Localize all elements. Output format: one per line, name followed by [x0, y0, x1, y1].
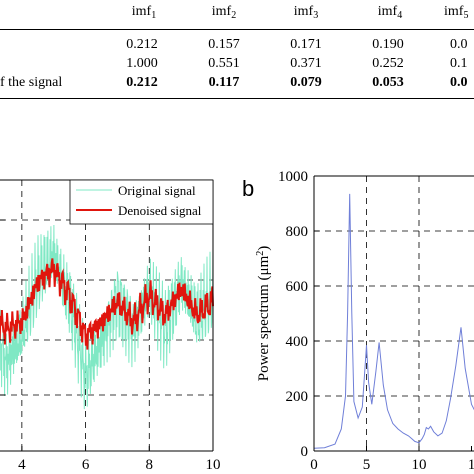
x-tick-label: 1: [468, 457, 474, 473]
table-cell: 1.000: [126, 56, 158, 71]
panel-b-chart: 0 200 400 600 800 1000 0 5 10 1 Power spectrum (μ…: [255, 169, 474, 473]
table-cell: 0.053: [372, 75, 404, 90]
legend-box: [69, 179, 214, 225]
table-cell: 0.079: [290, 75, 322, 90]
column-header-imf1: imf1: [131, 4, 157, 21]
column-header-imf4: imf4: [377, 4, 403, 21]
panel-a-chart: 4 6 8 10 Original signal Denoised signal: [0, 179, 221, 473]
table-header-row: imf1 imf2 imf3 imf4 imf5: [0, 4, 474, 22]
table-cell: 0.252: [372, 56, 404, 71]
y-tick-label: 600: [286, 279, 309, 295]
x-tick-label: 10: [412, 457, 427, 473]
y-axis-label: Power spectrum (μm2): [255, 246, 273, 382]
y-tick-label: 1000: [278, 169, 308, 185]
table-cell: 0.117: [208, 75, 240, 90]
series-line-power-spectrum: [313, 193, 474, 449]
column-header-imf3: imf3: [293, 4, 319, 21]
table-row: 1.000 0.551 0.371 0.252 0.1: [0, 56, 474, 74]
table-cell: 0.212: [126, 75, 158, 90]
table-cell: 0.1: [450, 56, 468, 71]
table-cell: 0.190: [372, 37, 404, 52]
series-line-denoised-signal: [0, 258, 214, 350]
table-rule: [0, 98, 474, 99]
table-cell: 0.0: [450, 75, 468, 90]
table-cell: 0.212: [126, 37, 158, 52]
x-tick-label: 10: [206, 457, 221, 473]
table-cell: 0.551: [208, 56, 240, 71]
x-tick-label: 5: [363, 457, 371, 473]
x-tick-label: 6: [82, 457, 90, 473]
table-cell: 0.0: [450, 37, 468, 52]
y-tick-label: 0: [301, 444, 309, 460]
table-cell: 0.157: [208, 37, 240, 52]
table-row: f the signal 0.212 0.117 0.079 0.053 0.0: [0, 75, 474, 93]
y-tick-label: 200: [286, 389, 309, 405]
column-header-imf2: imf2: [211, 4, 237, 21]
table-row: 0.212 0.157 0.171 0.190 0.0: [0, 37, 474, 55]
panel-b-letter: b: [242, 176, 255, 201]
y-tick-label: 400: [286, 334, 309, 350]
x-tick-label: 0: [310, 457, 318, 473]
legend-label: Denoised signal: [118, 203, 202, 218]
legend-label: Original signal: [118, 183, 196, 198]
table-cell: 0.371: [290, 56, 322, 71]
column-header-imf5: imf5: [444, 4, 469, 21]
x-tick-label: 8: [146, 457, 154, 473]
x-tick-label: 4: [18, 457, 26, 473]
table-rule: [0, 29, 474, 30]
table-cell: 0.171: [290, 37, 322, 52]
y-tick-label: 800: [286, 224, 309, 240]
row-label: f the signal: [0, 75, 63, 90]
